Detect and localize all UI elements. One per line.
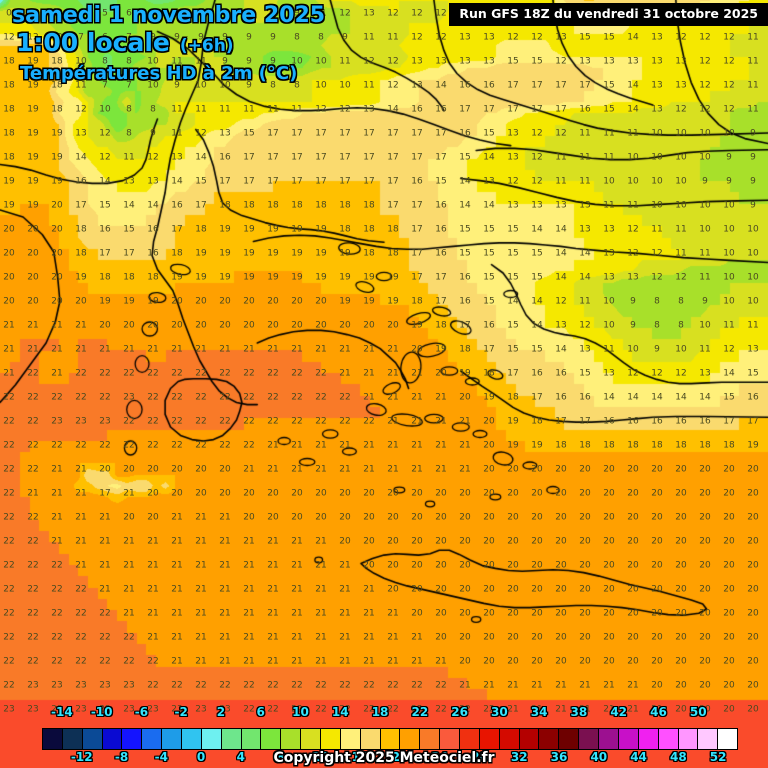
- model-run-banner: Run GFS 18Z du vendredi 31 octobre 2025: [449, 3, 768, 26]
